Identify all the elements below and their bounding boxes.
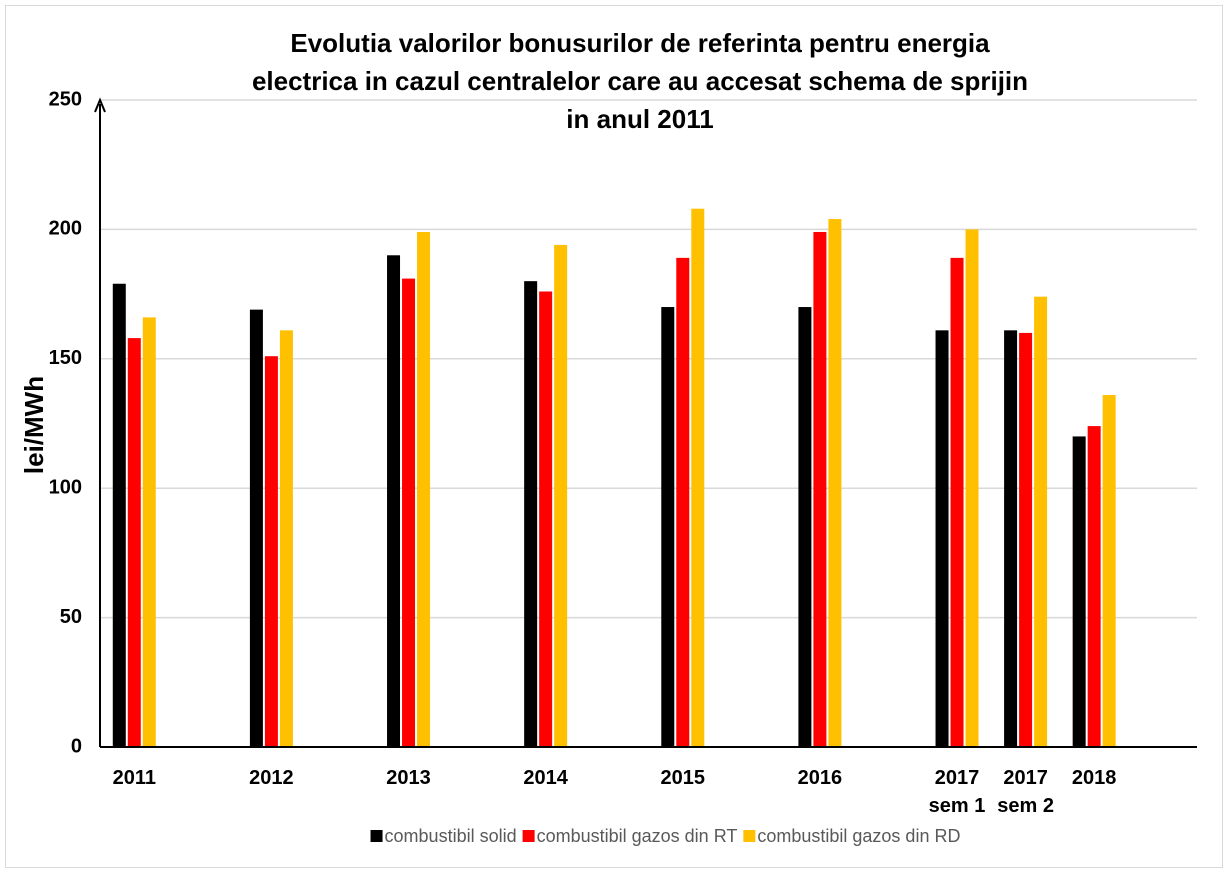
legend-label: combustibil solid (385, 826, 517, 846)
x-tick-label: 2017 sem 1 (929, 767, 986, 817)
bar (935, 330, 949, 747)
bar (249, 309, 263, 747)
y-tick-label: 150 (49, 347, 82, 369)
x-tick-label: 2015 (661, 767, 706, 789)
bar (813, 231, 827, 747)
bar (950, 257, 964, 747)
legend-swatch (370, 830, 383, 842)
bar (798, 307, 812, 747)
legend-swatch (743, 830, 756, 842)
legend-swatch (522, 830, 535, 842)
bar (387, 255, 401, 747)
y-tick-label: 50 (60, 606, 82, 628)
bar (402, 278, 416, 747)
bar (524, 281, 538, 747)
bar (1087, 426, 1101, 747)
bar (1102, 395, 1116, 747)
bar (828, 219, 842, 748)
legend: combustibil solid combustibil gazos din R… (370, 826, 960, 846)
bar (1034, 296, 1048, 747)
bar (691, 208, 705, 748)
y-tick-label: 200 (49, 218, 82, 240)
x-tick-label: 2016 (798, 767, 843, 789)
x-tick-label: 2011 (113, 767, 156, 789)
bar (1004, 330, 1018, 747)
bar (661, 307, 675, 747)
x-tick-label: 2014 (523, 767, 568, 789)
legend-label: combustibil gazos din RT (537, 826, 738, 846)
y-tick-label: 0 (71, 735, 82, 757)
chart-title: Evolutia valorilor bonusurilor de referi… (290, 28, 990, 58)
legend-label: combustibil gazos din RD (757, 826, 960, 846)
bar (539, 291, 553, 747)
y-tick-label: 100 (49, 476, 82, 498)
bar (1019, 332, 1033, 747)
bar (1072, 436, 1086, 747)
y-axis-arrow (94, 97, 106, 113)
bar (127, 338, 141, 747)
chart-title: electrica in cazul centralelor care au a… (252, 66, 1028, 96)
bar (676, 257, 690, 747)
y-tick-label: 250 (49, 88, 82, 110)
bar (264, 356, 278, 747)
x-tick-label: 2012 (249, 767, 294, 789)
bar (417, 231, 431, 747)
x-tick-label: 2013 (386, 767, 431, 789)
chart-title: in anul 2011 (566, 104, 713, 134)
bar (279, 330, 293, 747)
y-axis-label: lei/MWh (19, 376, 49, 474)
bar (554, 244, 568, 748)
bar (142, 317, 156, 747)
bar (112, 283, 126, 747)
x-tick-label: 2017 sem 2 (997, 767, 1054, 817)
x-tick-label: 2018 (1072, 767, 1117, 789)
bar (965, 229, 979, 747)
